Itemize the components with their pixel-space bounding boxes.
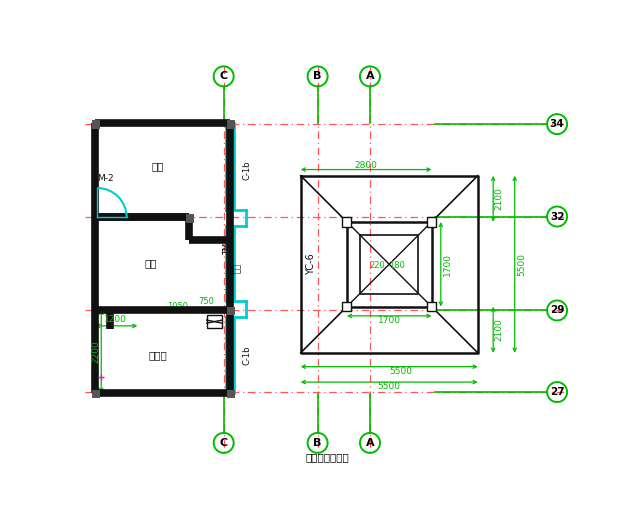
Text: C: C (220, 71, 228, 81)
Text: 1200: 1200 (104, 315, 127, 324)
Bar (342, 302, 352, 311)
Text: 厨房: 厨房 (152, 162, 164, 171)
Text: 27: 27 (550, 387, 564, 397)
Text: M-2: M-2 (97, 173, 114, 182)
Bar (427, 217, 436, 227)
Bar (92, 120, 101, 129)
Text: 2800: 2800 (355, 161, 378, 170)
Text: C-1b: C-1b (242, 160, 251, 180)
Text: 1050: 1050 (167, 302, 188, 311)
Text: 2200: 2200 (91, 340, 101, 363)
Bar (227, 120, 235, 129)
Text: TM-4: TM-4 (223, 235, 232, 255)
Text: 750: 750 (199, 297, 215, 306)
Text: 220: 220 (370, 262, 385, 270)
Bar (427, 302, 436, 311)
Bar (186, 214, 194, 222)
Text: 塔吊平面布置图: 塔吊平面布置图 (306, 452, 350, 462)
Text: 客厅: 客厅 (144, 258, 157, 268)
Text: 2100: 2100 (495, 318, 504, 341)
Text: B: B (313, 71, 322, 81)
Text: 阳台: 阳台 (233, 263, 242, 273)
Text: C: C (220, 438, 228, 448)
Text: 1700: 1700 (443, 253, 452, 276)
Bar (227, 307, 235, 315)
Text: 主卧室: 主卧室 (149, 350, 168, 360)
Text: YC-6: YC-6 (306, 253, 317, 275)
Text: C-1b: C-1b (242, 345, 251, 365)
Text: 5500: 5500 (389, 367, 412, 376)
Text: 32: 32 (550, 212, 564, 221)
Text: A: A (366, 438, 375, 448)
Text: 2100: 2100 (495, 188, 504, 210)
Text: 1700: 1700 (378, 316, 401, 325)
Text: 5500: 5500 (517, 253, 526, 276)
Bar (92, 390, 101, 398)
Text: A: A (366, 71, 375, 81)
Text: 180: 180 (389, 262, 405, 270)
Text: 5500: 5500 (378, 382, 401, 391)
Text: 29: 29 (550, 305, 564, 315)
Bar (342, 217, 352, 227)
Bar (227, 390, 235, 398)
Text: B: B (313, 438, 322, 448)
Text: 34: 34 (550, 119, 564, 129)
Bar (207, 315, 222, 328)
